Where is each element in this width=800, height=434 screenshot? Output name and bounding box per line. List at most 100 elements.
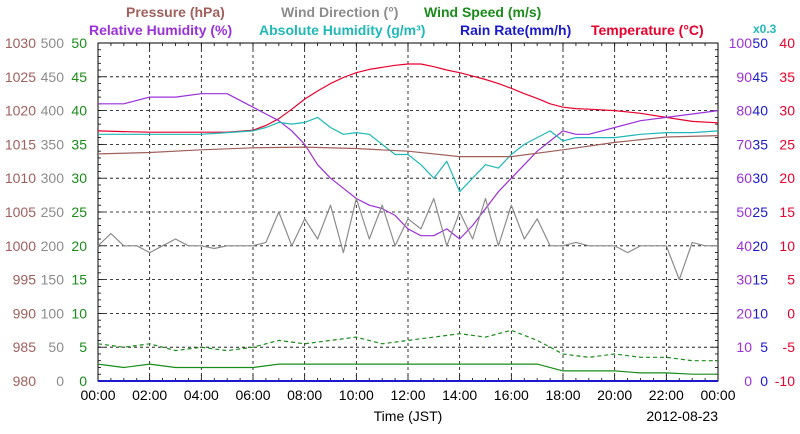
x-axis: 00:00 02:00 04:00 06:00 08:00 10:00 12:00 14:00… xyxy=(80,387,735,403)
temp-tick-label: -10 xyxy=(775,373,795,389)
legend-entry-temp: Temperature (°C) xyxy=(591,22,704,38)
rain-tick-label: 35 xyxy=(752,136,768,152)
pressure-tick-label: 1015 xyxy=(5,136,36,152)
wind_speed-tick-label: 0 xyxy=(79,373,87,389)
series-line-pressure xyxy=(97,135,719,158)
x-tick-label: 12:00 xyxy=(390,387,425,403)
pressure-tick-label: 1025 xyxy=(5,69,36,85)
rain-tick-label: 45 xyxy=(752,69,768,85)
wind_dir-tick-label: 500 xyxy=(41,35,65,51)
rain-tick-label: 0 xyxy=(760,373,768,389)
rain-tick-label: 30 xyxy=(752,170,768,186)
temp-tick-label: 40 xyxy=(779,35,795,51)
rh-tick-label: 60 xyxy=(736,170,752,186)
series-line-wind_speed_max xyxy=(97,329,718,362)
wind_speed-tick-label: 10 xyxy=(71,305,87,321)
wind_dir-tick-label: 150 xyxy=(41,272,65,288)
series-line-wind_speed xyxy=(97,363,718,375)
temp-tick-label: 30 xyxy=(779,103,795,119)
rh-tick-label: 20 xyxy=(736,305,752,321)
wind_dir-tick-label: 0 xyxy=(56,373,64,389)
x-tick-label: 00:00 xyxy=(700,387,735,403)
x-axis-label: Time (JST) xyxy=(374,408,443,424)
absolute-humidity-scale-note: x0.3 xyxy=(753,22,777,36)
legend-row-2: Relative Humidity (%) Absolute Humidity (… xyxy=(89,22,704,38)
wind_dir-tick-label: 400 xyxy=(41,103,65,119)
rh-tick-label: 30 xyxy=(736,272,752,288)
wind_speed-tick-label: 30 xyxy=(71,170,87,186)
wind_speed-tick-label: 45 xyxy=(71,69,87,85)
rain-tick-label: 40 xyxy=(752,103,768,119)
rain-tick-label: 15 xyxy=(752,272,768,288)
x-tick-label: 00:00 xyxy=(80,387,115,403)
x-tick-label: 22:00 xyxy=(649,387,684,403)
legend-entry-wind_dir: Wind Direction (°) xyxy=(281,4,398,20)
wind_dir-tick-label: 200 xyxy=(41,238,65,254)
pressure-tick-label: 1000 xyxy=(5,238,36,254)
legend-entry-rh: Relative Humidity (%) xyxy=(89,22,232,38)
pressure-tick-label: 995 xyxy=(13,272,37,288)
wind_dir-tick-label: 50 xyxy=(48,339,64,355)
x-tick-label: 02:00 xyxy=(132,387,167,403)
wind_dir-tick-label: 450 xyxy=(41,69,65,85)
pressure-tick-label: 980 xyxy=(13,373,37,389)
x-tick-label: 18:00 xyxy=(545,387,580,403)
x-tick-label: 08:00 xyxy=(287,387,322,403)
wind_dir-tick-label: 250 xyxy=(41,204,65,220)
pressure-tick-label: 990 xyxy=(13,305,37,321)
wind_dir-tick-label: 350 xyxy=(41,136,65,152)
temp-tick-label: 0 xyxy=(787,305,795,321)
wind_speed-tick-label: 5 xyxy=(79,339,87,355)
grid-lines xyxy=(97,42,719,382)
wind_speed-tick-label: 15 xyxy=(71,272,87,288)
rh-tick-label: 10 xyxy=(736,339,752,355)
series-line-temp xyxy=(97,63,719,133)
wind_speed-tick-label: 40 xyxy=(71,103,87,119)
pressure-tick-label: 1005 xyxy=(5,204,36,220)
legend-entry-ah: Absolute Humidity (g/m³) xyxy=(259,22,425,38)
x-tick-label: 04:00 xyxy=(184,387,219,403)
legend-entry-rain: Rain Rate(mm/h) xyxy=(460,22,571,38)
series-line-ah xyxy=(98,116,719,193)
temp-tick-label: -5 xyxy=(783,339,796,355)
rh-tick-label: 90 xyxy=(736,69,752,85)
rh-tick-label: 0 xyxy=(744,373,752,389)
wind_speed-tick-label: 25 xyxy=(71,204,87,220)
temp-tick-label: 25 xyxy=(779,136,795,152)
rain-tick-label: 10 xyxy=(752,305,768,321)
temp-tick-label: 20 xyxy=(779,170,795,186)
x-tick-label: 16:00 xyxy=(494,387,529,403)
pressure-tick-label: 1010 xyxy=(5,170,36,186)
x-tick-label: 20:00 xyxy=(597,387,632,403)
wind_dir-tick-label: 100 xyxy=(41,305,65,321)
x-tick-label: 14:00 xyxy=(442,387,477,403)
pressure-tick-label: 1020 xyxy=(5,103,36,119)
legend-entry-pressure: Pressure (hPa) xyxy=(126,4,225,20)
rh-tick-label: 40 xyxy=(736,238,752,254)
pressure-tick-label: 1030 xyxy=(5,35,36,51)
temp-tick-label: 10 xyxy=(779,238,795,254)
rain-tick-label: 20 xyxy=(752,238,768,254)
temp-tick-label: 35 xyxy=(779,69,795,85)
rh-tick-label: 80 xyxy=(736,103,752,119)
left-axes: 1030102510201015101010051000995990985980… xyxy=(5,35,87,389)
legend-row-1: Pressure (hPa) Wind Direction (°) Wind Spe… xyxy=(126,4,541,20)
rh-tick-label: 50 xyxy=(736,204,752,220)
rain-tick-label: 5 xyxy=(760,339,768,355)
wind_speed-tick-label: 20 xyxy=(71,238,87,254)
wind_dir-tick-label: 300 xyxy=(41,170,65,186)
temp-tick-label: 15 xyxy=(779,204,795,220)
x-tick-label: 10:00 xyxy=(339,387,374,403)
x-tick-label: 06:00 xyxy=(235,387,270,403)
right-axes: 1009080706050403020100504540353025201510… xyxy=(729,35,796,389)
rh-tick-label: 100 xyxy=(729,35,753,51)
series-line-rh xyxy=(98,93,719,240)
wind_speed-tick-label: 35 xyxy=(71,136,87,152)
rain-tick-label: 25 xyxy=(752,204,768,220)
rain-tick-label: 50 xyxy=(752,35,768,51)
date-label: 2012-08-23 xyxy=(646,408,718,424)
series-line-wind_dir xyxy=(97,197,718,281)
series-lines xyxy=(97,63,719,382)
rh-tick-label: 70 xyxy=(736,136,752,152)
